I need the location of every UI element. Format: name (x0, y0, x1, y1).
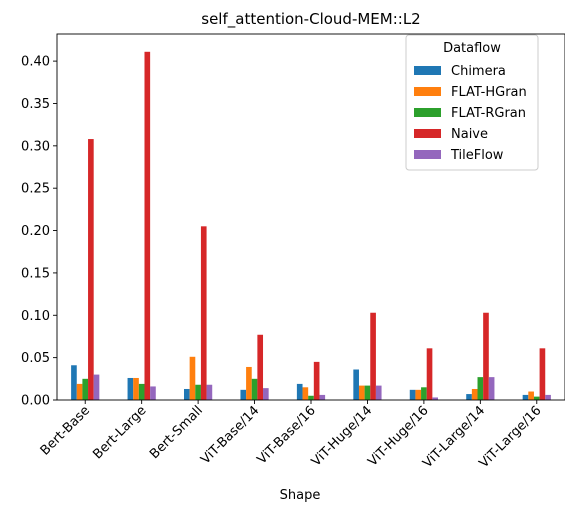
legend: Dataflow Chimera FLAT-HGran FLAT-RGran Naiv… (406, 35, 538, 170)
bar-naive (540, 348, 546, 400)
bar-flat-rgran (195, 385, 201, 400)
legend-label: TileFlow (450, 148, 504, 163)
bar-flat-rgran (478, 377, 484, 400)
bar-flat-hgran (77, 384, 83, 400)
bar-chimera (184, 389, 190, 400)
x-axis-label: Shape (280, 488, 321, 503)
bar-flat-rgran (421, 387, 427, 400)
y-tick-label: 0.05 (21, 351, 50, 366)
bar-chimera (240, 390, 246, 400)
bar-flat-hgran (472, 389, 478, 400)
legend-swatch (414, 66, 441, 75)
bar-flat-rgran (365, 386, 371, 400)
legend-swatch (414, 129, 441, 138)
bar-naive (257, 335, 263, 400)
bar-flat-hgran (246, 367, 252, 400)
legend-label: FLAT-HGran (451, 85, 527, 100)
legend-swatch (414, 108, 441, 117)
bar-naive (483, 313, 489, 400)
bar-flat-hgran (359, 386, 365, 400)
bar-chimera (466, 394, 472, 400)
bar-tileflow (94, 375, 100, 400)
bar-flat-hgran (133, 378, 139, 400)
y-tick-label: 0.25 (21, 182, 50, 197)
bar-flat-rgran (252, 379, 258, 400)
bar-tileflow (263, 388, 269, 400)
bar-flat-hgran (528, 392, 534, 400)
bar-chimera (410, 390, 416, 400)
bar-flat-hgran (303, 387, 309, 400)
bar-tileflow (489, 377, 495, 400)
legend-label: FLAT-RGran (451, 106, 526, 121)
bar-flat-hgran (415, 390, 421, 400)
legend-title: Dataflow (443, 41, 501, 56)
bar-naive (201, 226, 207, 400)
y-tick-label: 0.00 (21, 394, 50, 409)
bar-naive (427, 348, 433, 400)
y-tick-label: 0.10 (21, 309, 50, 324)
bar-chimera (353, 370, 359, 401)
bar-flat-hgran (190, 357, 196, 400)
legend-swatch (414, 150, 441, 159)
legend-swatch (414, 87, 441, 96)
bar-tileflow (207, 385, 213, 400)
bar-flat-rgran (308, 396, 314, 400)
bar-flat-rgran (534, 397, 540, 400)
bar-chimera (523, 395, 529, 400)
y-tick-label: 0.20 (21, 224, 50, 239)
legend-label: Chimera (451, 64, 506, 79)
bar-tileflow (545, 395, 551, 400)
bar-tileflow (376, 386, 382, 400)
bar-chimera (297, 384, 303, 400)
bar-chimera (128, 378, 134, 400)
bar-naive (370, 313, 376, 400)
legend-label: Naive (451, 127, 488, 142)
y-tick-label: 0.35 (21, 97, 50, 112)
bar-tileflow (150, 386, 156, 400)
y-tick-label: 0.40 (21, 55, 50, 70)
y-tick-label: 0.15 (21, 266, 50, 281)
y-tick-label: 0.30 (21, 139, 50, 154)
bar-naive (314, 362, 320, 400)
bar-naive (144, 52, 150, 400)
bar-flat-rgran (82, 379, 88, 400)
bar-naive (88, 139, 94, 400)
chart-title: self_attention-Cloud-MEM::L2 (201, 10, 420, 29)
bar-tileflow (319, 395, 325, 400)
bar-flat-rgran (139, 384, 145, 400)
bar-chimera (71, 365, 77, 400)
